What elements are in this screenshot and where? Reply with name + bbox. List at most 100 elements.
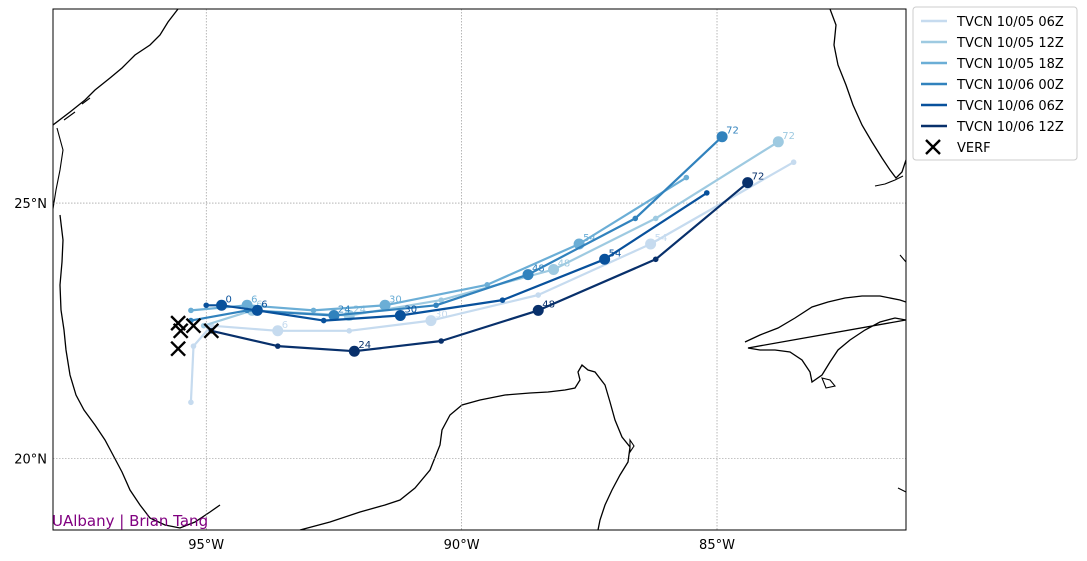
track-2: 6 30 54 [188, 174, 690, 314]
coastline-layer [53, 9, 906, 530]
track-point-2-6 [683, 174, 690, 181]
track-point-2-2 [310, 307, 317, 314]
track-line-5 [211, 181, 749, 353]
hour-label-4-2: 6 [261, 299, 267, 310]
track-1: 6 24 48 72 [200, 131, 795, 329]
track-point-3-4 [522, 269, 534, 281]
coastline-campeche-yucatan [299, 364, 631, 530]
coastline-florida [829, 9, 906, 179]
legend-label-5: TVCN 10/06 12Z [956, 120, 1064, 135]
track-point-2-0 [188, 307, 194, 314]
hour-label-3-4: 48 [532, 264, 545, 275]
legend: TVCN 10/05 06Z TVCN 10/05 12Z TVCN 10/05 1… [912, 6, 1078, 161]
track-line-2 [190, 176, 687, 312]
hour-label-0-3: 6 [282, 320, 288, 331]
track-point-5-4 [532, 304, 544, 316]
track-point-4-2 [251, 304, 263, 316]
coastline-isle-of-youth [821, 377, 837, 389]
track-line-3 [190, 135, 723, 322]
track-point-4-0 [203, 302, 210, 309]
hour-label-3-2: 24 [338, 304, 351, 315]
track-point-5-5 [652, 256, 659, 263]
hour-label-4-4: 30 [404, 304, 417, 315]
y-tick-label-1: 20°N [14, 452, 47, 467]
track-4: 0 6 30 54 [203, 190, 710, 324]
graticule [53, 9, 906, 530]
track-point-0-1 [190, 343, 197, 349]
track-point-1-6 [772, 136, 784, 148]
track-point-5-1 [274, 343, 281, 349]
track-5: 24 48 72 [208, 172, 765, 357]
track-line-4 [206, 191, 708, 322]
hour-label-1-4: 48 [558, 259, 571, 270]
hour-label-5-2: 24 [358, 340, 371, 351]
x-tick-label-0: 95°W [188, 538, 224, 553]
map-frame [52, 8, 907, 531]
x-tick-label-2: 85°W [699, 538, 735, 553]
track-point-4-6 [599, 253, 611, 265]
axis-tick-labels: 95°W 90°W 85°W 25°N 20°N [14, 197, 735, 553]
track-point-5-3 [438, 338, 444, 344]
track-point-5-6 [742, 177, 754, 189]
track-point-0-7 [645, 238, 657, 250]
hour-label-1-6: 72 [782, 131, 795, 142]
track-point-3-3 [433, 302, 439, 309]
hour-label-0-5: 30 [435, 310, 448, 321]
coastline-mexico-east [59, 214, 221, 529]
coastline-texas-barrier [53, 97, 91, 213]
coastline-bahamas [897, 254, 906, 493]
hour-label-0-7: 54 [655, 233, 668, 244]
hour-label-1-1: 6 [256, 299, 262, 310]
track-point-3-6 [716, 131, 728, 143]
legend-label-0: TVCN 10/05 06Z [956, 15, 1064, 30]
legend-swatch-verf [925, 139, 941, 155]
legend-label-2: TVCN 10/05 18Z [956, 57, 1064, 72]
hour-label-5-6: 72 [752, 172, 765, 183]
track-point-2-4 [484, 282, 490, 288]
hour-label-3-6: 72 [726, 126, 739, 137]
track-0: 6 30 54 [188, 159, 797, 406]
coastline-florida-keys [874, 175, 904, 187]
track-point-1-4 [548, 264, 560, 275]
credit-label: UAlbany | Brian Tang [52, 512, 208, 530]
hour-label-2-3: 30 [389, 294, 402, 305]
verf-layer [170, 315, 220, 357]
y-tick-label-0: 25°N [14, 197, 47, 212]
track-point-5-2 [348, 345, 360, 357]
track-point-0-6 [535, 292, 542, 298]
verf-marker-1 [172, 322, 189, 339]
track-point-1-5 [652, 215, 659, 222]
hour-label-2-5: 54 [583, 233, 596, 244]
coastline-cozumel [629, 438, 635, 454]
hour-label-4-1: 0 [226, 294, 232, 305]
track-point-4-1 [216, 299, 228, 311]
track-3: 24 48 72 [188, 126, 739, 324]
verf-marker-4 [203, 322, 220, 339]
track-point-0-5 [425, 315, 437, 327]
track-point-3-2 [328, 309, 340, 321]
track-point-1-3 [438, 297, 444, 303]
hour-label-1-2: 24 [353, 304, 366, 315]
coastline-texas-louisiana [53, 9, 179, 126]
hour-label-4-6: 54 [609, 248, 622, 259]
hour-label-5-4: 48 [542, 299, 555, 310]
verf-marker-2 [185, 317, 202, 334]
track-point-4-3 [320, 317, 327, 324]
track-point-4-7 [703, 190, 710, 196]
track-point-0-8 [790, 159, 797, 166]
x-tick-label-1: 90°W [444, 538, 480, 553]
hour-label-2-1: 6 [251, 294, 257, 305]
track-layer: 6 30 54 6 24 48 72 6 30 54 24 48 72 0 6 30 54 24 48 72 [188, 126, 797, 406]
coastline-cuba [744, 295, 906, 384]
track-line-1 [203, 140, 779, 327]
track-point-0-3 [272, 325, 284, 337]
track-point-3-5 [632, 215, 639, 222]
track-point-0-4 [346, 327, 353, 334]
legend-label-3: TVCN 10/06 00Z [956, 78, 1064, 93]
verf-marker-3 [170, 340, 186, 357]
legend-label-1: TVCN 10/05 12Z [956, 36, 1064, 51]
track-point-2-3 [379, 299, 391, 311]
track-point-4-5 [499, 297, 506, 303]
legend-label-verf: VERF [957, 141, 991, 156]
